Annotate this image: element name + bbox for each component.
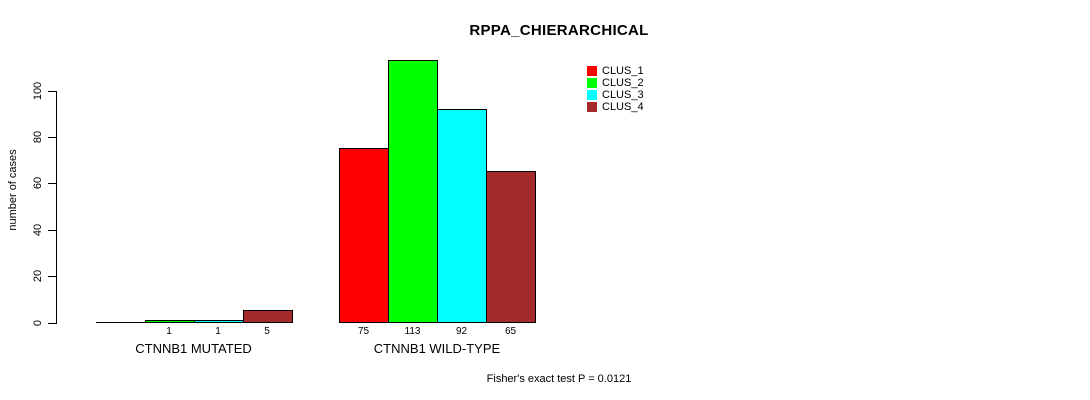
legend-color-swatch-clus_3 bbox=[587, 89, 597, 100]
y-axis-tick-label: 20 bbox=[32, 269, 44, 283]
bar-value-label: 113 bbox=[404, 326, 421, 337]
bar-clus_3-ctnnb1-wild-type bbox=[437, 109, 487, 323]
bar-clus_4-ctnnb1-wild-type bbox=[486, 171, 536, 323]
y-axis-label: number of cases bbox=[7, 149, 19, 231]
chart-title: RPPA_CHIERARCHICAL bbox=[469, 22, 649, 39]
y-axis-tick-label: 100 bbox=[32, 81, 44, 100]
legend-color-swatch-clus_4 bbox=[587, 102, 597, 113]
bar-value-label: 75 bbox=[357, 326, 370, 337]
bar-clus_4-ctnnb1-mutated bbox=[242, 310, 293, 323]
bar-clus_1-ctnnb1-mutated bbox=[95, 322, 145, 323]
legend-label: CLUS_4 bbox=[602, 101, 644, 114]
fisher-test-annotation: Fisher's exact test P = 0.0121 bbox=[486, 373, 632, 385]
legend-color-swatch-clus_1 bbox=[587, 65, 597, 76]
legend-label: CLUS_3 bbox=[602, 88, 644, 101]
bar-clus_3-ctnnb1-mutated bbox=[193, 320, 244, 323]
bar-value-label: 5 bbox=[264, 326, 270, 337]
y-axis-tick-label: 40 bbox=[32, 223, 44, 236]
y-axis-tick bbox=[48, 90, 56, 92]
y-axis-tick bbox=[48, 136, 56, 138]
bar-value-label: 1 bbox=[215, 326, 221, 337]
y-axis-tick-label: 60 bbox=[32, 177, 44, 190]
bar-clus_2-ctnnb1-mutated bbox=[144, 320, 195, 323]
bar-value-label: 92 bbox=[455, 326, 468, 337]
y-axis-tick bbox=[48, 183, 56, 185]
y-axis-tick bbox=[48, 276, 56, 278]
bar-clus_2-ctnnb1-wild-type bbox=[388, 60, 438, 323]
y-axis-tick-label: 0 bbox=[32, 319, 44, 326]
legend-label: CLUS_1 bbox=[602, 64, 644, 77]
bar-value-label: 1 bbox=[166, 326, 172, 337]
group-label-ctnnb1-wild-type: CTNNB1 WILD-TYPE bbox=[373, 341, 501, 356]
legend-color-swatch-clus_2 bbox=[587, 77, 597, 88]
bar-value-label: 65 bbox=[504, 326, 517, 337]
y-axis-tick-label: 80 bbox=[32, 130, 44, 144]
group-label-ctnnb1-mutated: CTNNB1 MUTATED bbox=[135, 341, 252, 356]
y-axis-tick bbox=[48, 322, 56, 324]
y-axis-tick bbox=[48, 229, 56, 231]
legend-label: CLUS_2 bbox=[602, 76, 644, 89]
bar-clus_1-ctnnb1-wild-type bbox=[339, 148, 389, 323]
y-axis-line bbox=[56, 90, 57, 324]
